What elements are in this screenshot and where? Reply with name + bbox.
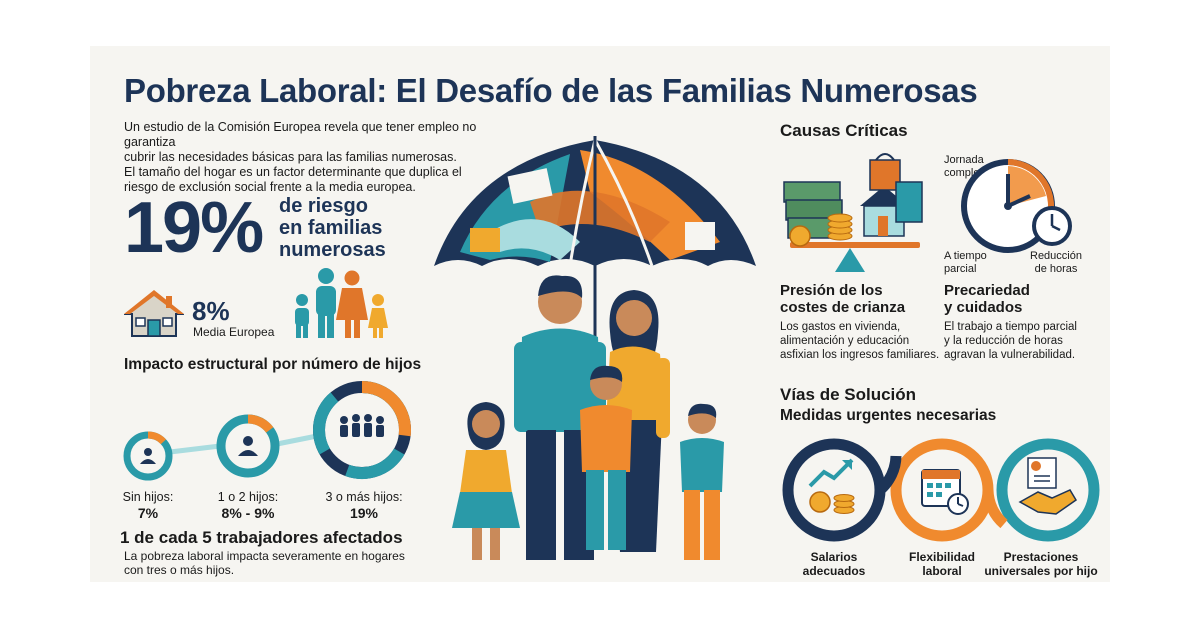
salary-growth-icon bbox=[808, 458, 855, 514]
cause-text-childcare-costs: Los gastos en vivienda, alimentación y e… bbox=[780, 320, 955, 362]
solution-label-child-benefits: Prestaciones universales por hijo bbox=[976, 550, 1106, 578]
handshake-benefits-icon bbox=[1018, 457, 1078, 515]
solution-label-line: adecuados bbox=[802, 564, 866, 578]
workers-text-line: La pobreza laboral impacta severamente e… bbox=[124, 549, 405, 563]
main-stat-value: 19% bbox=[124, 188, 264, 268]
family-umbrella-illustration bbox=[434, 136, 756, 560]
boy-center-figure bbox=[580, 365, 632, 550]
impact-circle-3plus-children bbox=[313, 381, 411, 479]
solution-label-line: Flexibilidad bbox=[908, 550, 975, 564]
solutions-subheading: Medidas urgentes necesarias bbox=[780, 407, 997, 424]
impact-connector bbox=[169, 443, 221, 455]
umbrella-icon bbox=[434, 136, 756, 377]
money-scale-icon bbox=[783, 153, 923, 272]
intro-line: riesgo de exclusión social frente a la m… bbox=[124, 180, 416, 194]
calendar-clock-icon bbox=[921, 469, 969, 515]
impact-label: 3 o más hijos: bbox=[325, 490, 403, 504]
solutions-chain bbox=[782, 438, 1100, 542]
impact-label: Sin hijos: bbox=[122, 490, 174, 504]
solutions-heading: Vías de Solución bbox=[780, 385, 917, 404]
cause-text-line: agravan la vulnerabilidad. bbox=[944, 349, 1076, 361]
intro-line: Un estudio de la Comisión Europea revela… bbox=[124, 120, 477, 149]
clock-icon bbox=[961, 159, 1072, 253]
solution-label-flexibility: Flexibilidad laboral bbox=[888, 550, 996, 578]
cause-text-line: y la reducción de horas bbox=[944, 335, 1063, 347]
clock-label-line: A tiempo bbox=[944, 250, 987, 262]
cause-title-line: y cuidados bbox=[944, 299, 1023, 316]
impact-connector bbox=[276, 433, 318, 447]
eu-stat-value: 8% bbox=[192, 296, 230, 326]
cause-text-precarity: El trabajo a tiempo parcial y la reducci… bbox=[944, 320, 1119, 362]
main-stat-label: de riesgo en familias numerosas bbox=[279, 195, 419, 261]
cause-text-line: Los gastos en vivienda, bbox=[780, 321, 901, 333]
solution-label-wages: Salarios adecuados bbox=[780, 550, 888, 578]
clock-label-line: Jornada bbox=[944, 154, 984, 166]
impact-chart bbox=[123, 381, 411, 481]
cause-text-line: asfixian los ingresos familiares. bbox=[780, 349, 940, 361]
workers-text: La pobreza laboral impacta severamente e… bbox=[124, 549, 405, 577]
impact-circle-no-children bbox=[123, 431, 173, 481]
main-stat-label-line: de riesgo bbox=[279, 195, 368, 217]
workers-heading: 1 de cada 5 trabajadores afectados bbox=[120, 528, 403, 547]
boy-right-figure bbox=[680, 403, 724, 560]
clock-label-line: parcial bbox=[944, 263, 977, 275]
main-stat-label-line: numerosas bbox=[279, 239, 386, 261]
impact-value: 8% - 9% bbox=[221, 505, 275, 521]
intro-line: El tamaño del hogar es un factor determi… bbox=[124, 165, 462, 179]
cause-title-line: Presión de los bbox=[780, 282, 883, 299]
impact-value: 7% bbox=[137, 505, 159, 521]
family-icon bbox=[295, 268, 388, 338]
solution-label-line: Salarios bbox=[810, 550, 858, 564]
clock-label-line: Reducción bbox=[1030, 250, 1082, 262]
impact-heading: Impacto estructural por número de hijos bbox=[124, 356, 422, 373]
house-icon bbox=[124, 290, 184, 337]
clock-label-reduced-hours: Reducción de horas bbox=[1030, 250, 1082, 276]
girl-left-figure bbox=[452, 402, 520, 560]
impact-label: 1 o 2 hijos: bbox=[217, 490, 279, 504]
impact-circle-1-2-children bbox=[216, 414, 280, 478]
clock-label-line: de horas bbox=[1034, 263, 1078, 275]
clock-label-full-time: Jornada completa bbox=[944, 154, 989, 180]
impact-value: 19% bbox=[349, 505, 379, 521]
cause-text-line: El trabajo a tiempo parcial bbox=[944, 321, 1077, 333]
cause-title-line: Precariedad bbox=[944, 282, 1030, 299]
intro-text: Un estudio de la Comisión Europea revela… bbox=[124, 120, 484, 195]
cause-title-line: costes de crianza bbox=[780, 299, 906, 316]
causes-heading: Causas Críticas bbox=[780, 121, 908, 140]
cause-text-line: alimentación y educación bbox=[780, 335, 910, 347]
main-stat-label-line: en familias bbox=[279, 217, 383, 239]
solution-label-line: laboral bbox=[922, 564, 962, 578]
clock-label-part-time: A tiempo parcial bbox=[944, 250, 987, 276]
solution-label-line: universales por hijo bbox=[984, 564, 1098, 578]
eu-stat-label: Media Europea bbox=[193, 325, 275, 339]
page-title: Pobreza Laboral: El Desafío de las Famil… bbox=[124, 72, 978, 109]
intro-line: cubrir las necesidades básicas para las … bbox=[124, 150, 457, 164]
cause-title-precarity: Precariedad y cuidados bbox=[944, 282, 1030, 316]
workers-text-line: con tres o más hijos. bbox=[124, 563, 235, 577]
solution-label-line: Prestaciones bbox=[1003, 550, 1079, 564]
cause-title-childcare-costs: Presión de los costes de crianza bbox=[780, 282, 905, 316]
